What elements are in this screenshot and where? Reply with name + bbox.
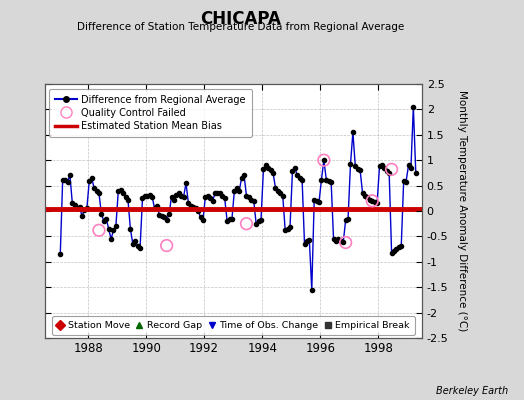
Point: [342, 239, 350, 246]
Point: [242, 220, 250, 227]
Legend: Station Move, Record Gap, Time of Obs. Change, Empirical Break: Station Move, Record Gap, Time of Obs. C…: [52, 316, 414, 334]
Text: Difference of Station Temperature Data from Regional Average: Difference of Station Temperature Data f…: [78, 22, 405, 32]
Point: [320, 157, 328, 163]
Text: Berkeley Earth: Berkeley Earth: [436, 386, 508, 396]
Point: [387, 166, 396, 172]
Y-axis label: Monthly Temperature Anomaly Difference (°C): Monthly Temperature Anomaly Difference (…: [457, 90, 467, 332]
Point: [162, 242, 171, 249]
Point: [368, 198, 376, 204]
Text: CHICAPA: CHICAPA: [201, 10, 281, 28]
Point: [95, 227, 103, 234]
